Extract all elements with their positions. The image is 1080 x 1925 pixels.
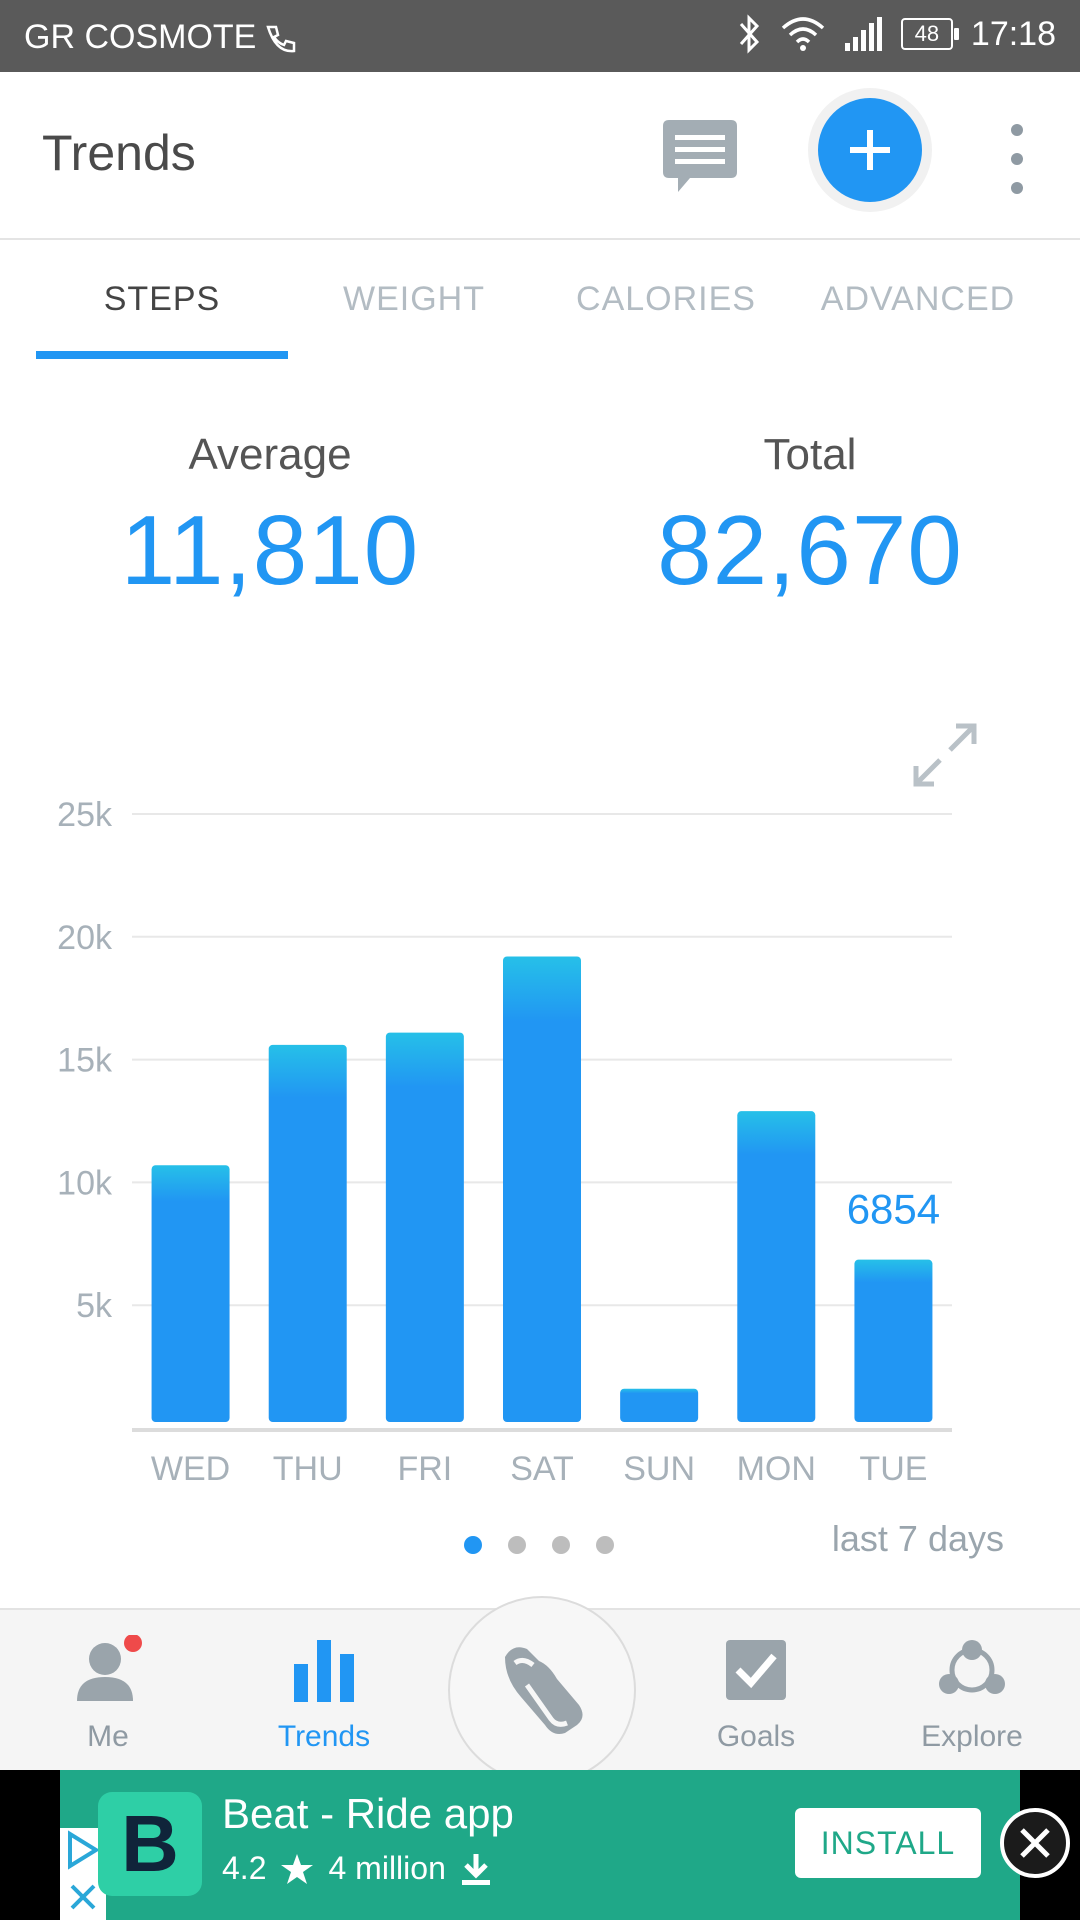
tab-steps[interactable]: STEPS: [103, 280, 221, 318]
x-tick-label: SAT: [510, 1450, 574, 1488]
explore-community-icon: [939, 1640, 1005, 1694]
more-dot-icon: [1011, 182, 1023, 194]
bar-fri[interactable]: [385, 1032, 464, 1422]
trend-tabs: STEPS WEIGHT CALORIES ADVANCED: [0, 240, 1080, 360]
bar-value-label: 6854: [847, 1186, 940, 1233]
nav-trends[interactable]: Trends: [244, 1630, 404, 1754]
add-button[interactable]: [818, 98, 922, 202]
average-stat: Average 11,810: [40, 430, 500, 607]
checkbox-icon: [726, 1640, 786, 1700]
more-options-button[interactable]: [1000, 124, 1034, 194]
page-title: Trends: [42, 125, 196, 181]
download-icon: [461, 1853, 490, 1885]
tab-indicator: [36, 351, 288, 359]
ad-app-logo: B: [98, 1792, 202, 1896]
ad-rating: 4.2: [222, 1850, 267, 1886]
nav-explore-label: Explore: [921, 1720, 1023, 1753]
person-icon: [77, 1635, 142, 1701]
tab-advanced[interactable]: ADVANCED: [820, 280, 1016, 318]
expand-chart-button[interactable]: [910, 720, 980, 790]
app-bar: Trends: [0, 72, 1080, 240]
x-tick-label: TUE: [859, 1450, 927, 1488]
bar-thu[interactable]: [268, 1044, 347, 1422]
x-tick-label: SUN: [623, 1450, 695, 1488]
average-label: Average: [188, 430, 352, 479]
bar-wed[interactable]: [151, 1165, 230, 1422]
carrier-name: GR COSMOTE: [24, 18, 257, 56]
ad-install-button[interactable]: INSTALL: [795, 1808, 981, 1878]
y-tick-label: 25k: [57, 796, 113, 834]
y-tick-label: 10k: [57, 1164, 113, 1202]
ad-choices-icon: [68, 1830, 100, 1910]
total-label: Total: [763, 430, 857, 479]
x-tick-label: FRI: [397, 1450, 452, 1488]
average-value: 11,810: [120, 495, 420, 605]
pager-dot[interactable]: [508, 1536, 526, 1554]
nav-explore[interactable]: Explore: [892, 1630, 1052, 1754]
chart-pager: [464, 1536, 614, 1554]
nav-goals-label: Goals: [716, 1720, 796, 1753]
bar-chart-icon: [294, 1640, 354, 1702]
x-tick-label: MON: [737, 1450, 816, 1488]
bar-mon[interactable]: [737, 1111, 816, 1422]
total-value: 82,670: [657, 495, 963, 605]
ad-downloads: 4 million: [328, 1850, 446, 1886]
star-icon: [281, 1853, 314, 1884]
plus-icon: [850, 130, 890, 170]
ad-meta: 4.2 4 million: [222, 1850, 492, 1887]
more-dot-icon: [1011, 124, 1023, 136]
ad-close-button[interactable]: [1000, 1808, 1070, 1878]
bar-sat[interactable]: [503, 956, 581, 1422]
bluetooth-icon: [739, 14, 759, 54]
y-tick-label: 5k: [76, 1287, 113, 1325]
wifi-icon: [781, 17, 825, 51]
pager-dot[interactable]: [596, 1536, 614, 1554]
messages-button[interactable]: [660, 118, 740, 198]
bar-tue[interactable]: [854, 1259, 933, 1422]
y-tick-label: 15k: [57, 1042, 113, 1080]
phone-signal-icon: [266, 25, 296, 52]
range-label: last 7 days: [831, 1518, 1004, 1559]
tab-calories[interactable]: CALORIES: [576, 280, 756, 318]
message-icon: [663, 120, 737, 192]
status-time: 17:18: [970, 14, 1056, 53]
pager-dot[interactable]: [464, 1536, 482, 1554]
ad-content[interactable]: B Beat - Ride app 4.2 4 million INSTALL: [60, 1770, 1020, 1920]
shoe-icon: [505, 1647, 583, 1734]
activity-tracker-button[interactable]: [448, 1596, 636, 1784]
nav-goals[interactable]: Goals: [676, 1630, 836, 1754]
total-stat: Total 82,670: [580, 430, 1040, 607]
steps-bar-chart: 5k 10k 15k 20k 25k WED THU FRI SAT SUN MON TUE 6854: [57, 796, 952, 1488]
tab-weight[interactable]: WEIGHT: [343, 280, 485, 318]
pager-dot[interactable]: [552, 1536, 570, 1554]
close-icon: [1020, 1828, 1050, 1858]
x-tick-label: THU: [273, 1450, 343, 1488]
cell-signal-icon: [844, 17, 882, 51]
nav-me[interactable]: Me: [28, 1630, 188, 1754]
expand-icon: [913, 723, 977, 787]
steps-chart: 5k 10k 15k 20k 25k WED THU FRI SAT SUN MON TUE 6854: [0, 770, 1080, 1490]
battery-indicator: 48: [900, 18, 959, 50]
nav-trends-label: Trends: [277, 1720, 371, 1753]
bar-sun[interactable]: [620, 1388, 699, 1422]
ad-banner: B Beat - Ride app 4.2 4 million INSTALL: [0, 1770, 1080, 1920]
status-bar: GR COSMOTE 48 17:18: [0, 0, 1080, 72]
x-tick-label: WED: [151, 1450, 230, 1488]
ad-title: Beat - Ride app: [222, 1790, 514, 1837]
nav-me-label: Me: [87, 1720, 129, 1753]
y-tick-label: 20k: [57, 919, 113, 957]
more-dot-icon: [1011, 153, 1023, 165]
